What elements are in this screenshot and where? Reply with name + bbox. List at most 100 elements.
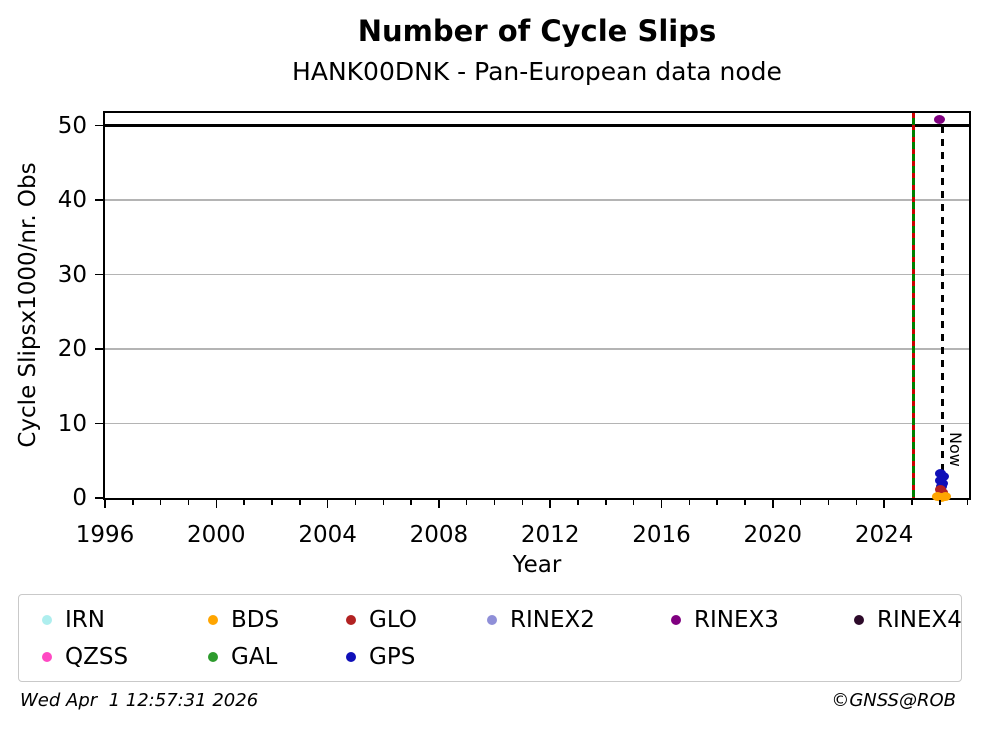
y-tick <box>95 348 103 350</box>
now-line-label: Now <box>945 432 965 467</box>
x-tick-minor <box>159 500 162 505</box>
x-tick-minor <box>493 500 496 505</box>
x-tick-minor <box>799 500 802 505</box>
y-axis-label: Cycle Slipsx1000/nr. Obs <box>15 162 41 448</box>
x-tick-major <box>883 500 885 508</box>
legend-marker-icon <box>208 651 218 662</box>
legend-item-gal: GAL <box>208 638 346 675</box>
point-bds <box>935 492 947 502</box>
event-line <box>911 113 916 498</box>
legend-item-rinex3: RINEX3 <box>671 601 854 638</box>
x-tick-major <box>660 500 663 508</box>
x-tick-label: 2016 <box>632 522 691 548</box>
x-tick-minor <box>465 500 468 505</box>
x-tick-major <box>772 500 774 508</box>
legend-marker-icon <box>671 614 681 625</box>
x-tick-minor <box>855 500 858 505</box>
legend-marker-icon <box>346 651 356 662</box>
x-tick-label: 1996 <box>75 522 135 548</box>
x-tick-major <box>215 500 218 508</box>
x-tick-minor <box>299 500 301 505</box>
legend-marker-icon <box>42 651 52 662</box>
copyright: ©GNSS@ROB <box>831 690 956 711</box>
y-gridline <box>105 273 969 276</box>
legend-label: QZSS <box>65 643 129 670</box>
x-tick-minor <box>716 500 718 505</box>
legend-grid: IRN BDS GLO RINEX2 RINEX3 RINEX4 QZSS GAL GPS <box>19 595 962 675</box>
legend-item-irn: IRN <box>42 601 208 638</box>
x-tick-major <box>438 500 440 508</box>
chart-subtitle: HANK00DNK - Pan-European data node <box>292 57 782 86</box>
x-tick-minor <box>577 500 579 505</box>
now-line <box>941 125 944 498</box>
timestamp: Wed Apr 1 12:57:31 2026 <box>20 690 259 711</box>
x-tick-major <box>549 500 551 508</box>
threshold-line <box>105 124 969 127</box>
y-tick-label: 20 <box>57 336 87 363</box>
y-gridline <box>105 199 969 201</box>
x-tick-minor <box>187 500 190 505</box>
x-tick-minor <box>605 500 607 505</box>
x-tick-major <box>104 500 106 508</box>
x-tick-major <box>326 500 329 508</box>
legend-label: GAL <box>231 643 278 670</box>
x-tick-minor <box>939 500 941 505</box>
x-axis-label: Year <box>512 552 562 578</box>
legend-marker-icon <box>487 614 497 625</box>
y-tick-label: 0 <box>72 485 87 511</box>
legend-marker-icon <box>208 614 218 625</box>
legend-box: IRN BDS GLO RINEX2 RINEX3 RINEX4 QZSS GAL GPS <box>18 594 962 682</box>
y-axis-ticks: 0 10 20 30 40 50 <box>0 111 103 511</box>
x-tick-minor <box>410 500 412 505</box>
legend-marker-icon <box>346 614 356 625</box>
legend-label: RINEX2 <box>510 606 595 633</box>
x-tick-minor <box>911 500 913 505</box>
x-tick-minor <box>382 500 384 505</box>
legend-label: IRN <box>65 606 105 633</box>
x-tick-minor <box>271 500 273 505</box>
legend-label: BDS <box>231 606 280 633</box>
x-tick-label: 2000 <box>187 522 246 548</box>
plot-area: Now <box>103 111 971 502</box>
legend-label: RINEX4 <box>877 606 962 633</box>
x-tick-minor <box>632 500 635 505</box>
x-tick-minor <box>744 500 746 505</box>
x-tick-minor <box>243 500 245 505</box>
y-tick-label: 10 <box>57 410 87 437</box>
legend-marker-icon <box>854 614 864 625</box>
legend-item-bds: BDS <box>208 601 346 638</box>
legend-item-rinex4: RINEX4 <box>854 601 962 638</box>
y-tick-label: 50 <box>57 112 87 139</box>
legend-marker-icon <box>42 614 52 625</box>
y-tick <box>95 124 103 127</box>
chart-title: Number of Cycle Slips <box>357 14 717 48</box>
legend-label: GPS <box>369 643 416 670</box>
y-gridline <box>105 348 969 350</box>
y-tick <box>95 273 103 276</box>
x-tick-minor <box>521 500 524 505</box>
y-tick <box>95 422 103 425</box>
legend-item-rinex2: RINEX2 <box>487 601 671 638</box>
legend-label: RINEX3 <box>694 606 779 633</box>
y-tick <box>95 199 103 201</box>
x-tick-minor <box>827 500 830 505</box>
x-tick-minor <box>354 500 357 505</box>
x-tick-minor <box>132 500 134 505</box>
x-axis-ticks: 1996 2000 2004 2008 2012 2016 2020 2024 <box>76 500 971 560</box>
legend-label: GLO <box>369 606 417 633</box>
x-tick-minor <box>688 500 691 505</box>
x-tick-label: 2024 <box>854 522 914 548</box>
y-gridline <box>105 422 969 425</box>
x-tick-minor <box>966 500 969 505</box>
x-tick-label: 2004 <box>298 522 357 548</box>
y-tick-label: 30 <box>57 261 87 288</box>
x-tick-label: 2020 <box>743 522 803 548</box>
point-rinex3 <box>934 115 946 125</box>
legend-item-qzss: QZSS <box>42 638 208 675</box>
x-tick-label: 2012 <box>520 522 580 548</box>
legend-item-glo: GLO <box>346 601 487 638</box>
legend-item-gps: GPS <box>346 638 487 675</box>
x-tick-label: 2008 <box>409 522 469 548</box>
y-tick <box>95 497 103 499</box>
